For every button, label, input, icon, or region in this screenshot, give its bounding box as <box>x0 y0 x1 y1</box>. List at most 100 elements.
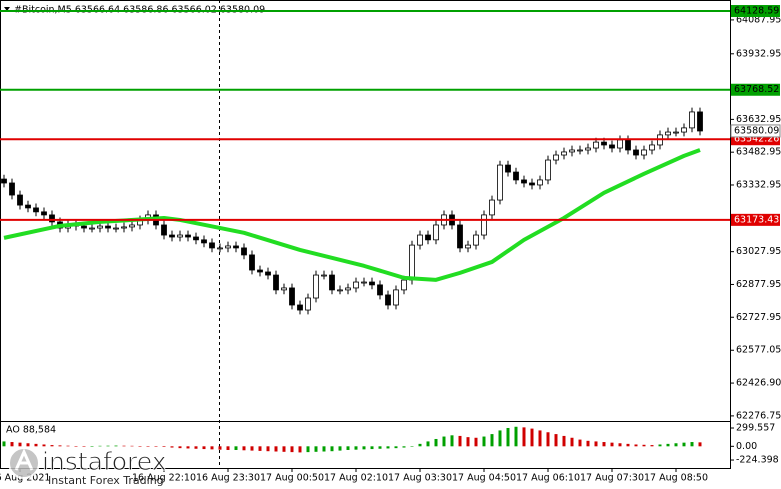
candle-body <box>49 214 55 223</box>
candle-body <box>113 227 119 230</box>
last-price-box <box>730 124 781 138</box>
candle-body <box>465 244 471 249</box>
indicator-bar <box>522 427 526 447</box>
candle-body <box>217 247 223 250</box>
indicator-bar <box>394 446 398 449</box>
indicator-bar <box>10 442 14 447</box>
candle-body <box>505 164 511 173</box>
candle-body <box>129 224 135 228</box>
indicator-bar <box>514 426 518 447</box>
indicator-bar <box>378 446 382 449</box>
y-tick-label: 62276.75 <box>736 410 781 421</box>
candle-body <box>513 171 519 181</box>
indicator-bar <box>218 446 222 450</box>
indicator-bar <box>562 435 566 447</box>
indicator-bar <box>426 441 430 447</box>
x-tick-label: 17 Aug 06:10 <box>516 473 580 484</box>
indicator-bar <box>258 446 262 451</box>
indicator-bar <box>242 446 246 451</box>
candle-body <box>17 194 23 206</box>
candle-body <box>673 131 679 134</box>
candle-body <box>553 154 559 161</box>
watermark-text: instaforex <box>42 447 167 476</box>
indicator-bar <box>18 442 22 447</box>
indicator-bar <box>50 445 54 447</box>
candle-body <box>409 244 415 281</box>
indicator-tick-label: -224.398 <box>736 455 779 466</box>
indicator-bar <box>538 430 542 447</box>
title-icon <box>4 7 10 11</box>
candle-body <box>689 111 695 129</box>
candle-body <box>345 287 351 291</box>
x-tick-label: 16 Aug 23:30 <box>196 473 260 484</box>
candle-body <box>201 239 207 244</box>
candle-body <box>257 269 263 273</box>
candle-body <box>369 281 375 286</box>
candle-body <box>633 149 639 156</box>
indicator-bar <box>346 446 350 450</box>
indicator-bar <box>2 441 6 447</box>
candle-body <box>385 294 391 306</box>
indicator-bar <box>298 446 302 453</box>
indicator-bar <box>26 443 30 447</box>
indicator-bar <box>266 446 270 452</box>
y-tick-label: 63332.95 <box>736 179 781 190</box>
price-level-label: 63542.26 <box>734 134 779 145</box>
candle-body <box>105 225 111 229</box>
candle-body <box>33 207 39 213</box>
indicator-bar <box>442 436 446 447</box>
indicator-bar <box>210 446 214 450</box>
indicator-bar <box>234 446 238 450</box>
indicator-bar <box>154 446 158 447</box>
indicator-bar <box>282 446 286 452</box>
last-price-label: 63580.09 <box>734 125 779 136</box>
candle-body <box>625 139 631 151</box>
chart-title: #Bitcoin,M5 63566.64 63586.86 63566.02 6… <box>14 5 265 16</box>
candle-body <box>289 287 295 306</box>
indicator-bar <box>418 443 422 447</box>
watermark: instaforex Instant Forex Trading <box>8 447 167 487</box>
indicator-bar <box>458 435 462 447</box>
x-tick-label: 17 Aug 03:30 <box>388 473 452 484</box>
indicator-bar <box>682 442 686 447</box>
indicator-bar <box>306 446 310 453</box>
indicator-bar <box>594 441 598 447</box>
indicator-bar <box>490 434 494 447</box>
candle-body <box>193 236 199 241</box>
indicator-bar <box>114 445 118 447</box>
indicator-bar <box>658 444 662 447</box>
candle-body <box>425 234 431 241</box>
candle-body <box>81 225 87 229</box>
candle-body <box>609 144 615 149</box>
y-tick-label: 62727.95 <box>736 312 781 323</box>
indicator-bar <box>338 446 342 451</box>
candle-body <box>481 214 487 236</box>
candle-body <box>497 164 503 201</box>
candle-body <box>569 149 575 153</box>
x-tick-label: 17 Aug 00:50 <box>260 473 324 484</box>
indicator-bar <box>586 440 590 447</box>
indicator-bar <box>34 443 38 447</box>
candle-body <box>233 245 239 249</box>
indicator-bar <box>690 442 694 447</box>
candle-body <box>161 224 167 236</box>
indicator-bar <box>354 446 358 450</box>
x-tick-label: 17 Aug 08:50 <box>644 473 708 484</box>
indicator-bar <box>386 446 390 449</box>
candle-body <box>585 147 591 151</box>
candle-body <box>169 234 175 238</box>
indicator-bar <box>410 446 414 447</box>
candle-body <box>393 289 399 306</box>
price-level-label: 64128.59 <box>734 6 779 17</box>
candle-body <box>329 274 335 291</box>
indicator-bar <box>122 445 126 447</box>
indicator-bar <box>474 437 478 447</box>
indicator-bar <box>482 436 486 447</box>
x-tick-label: 17 Aug 07:30 <box>580 473 644 484</box>
indicator-bar <box>666 443 670 447</box>
candle-body <box>281 287 287 291</box>
candle-body <box>1 178 7 184</box>
candle-body <box>545 159 551 181</box>
candle-body <box>433 224 439 241</box>
